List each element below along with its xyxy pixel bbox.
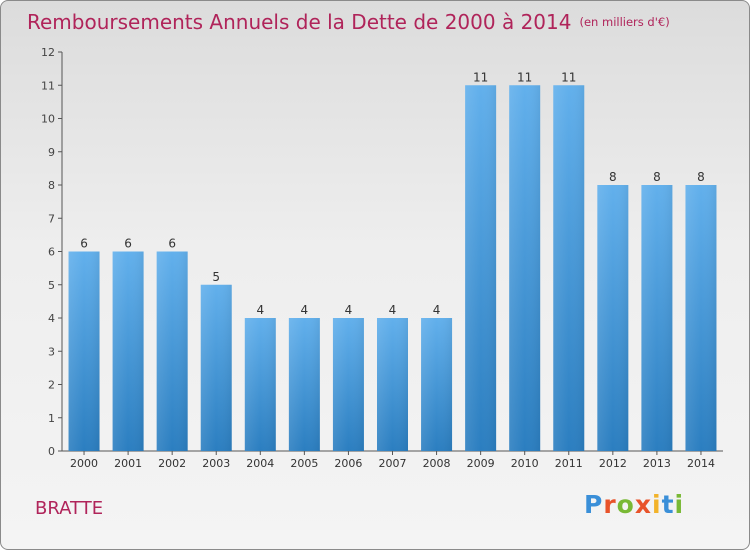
- x-tick-label: 2011: [555, 457, 583, 470]
- logo-letter: r: [603, 490, 617, 519]
- y-tick-label: 11: [41, 79, 55, 92]
- bar-shine: [509, 85, 541, 451]
- logo-letter: P: [584, 490, 604, 519]
- data-label: 4: [345, 303, 353, 317]
- x-tick-label: 2003: [202, 457, 230, 470]
- bar-shine: [597, 185, 629, 451]
- bar-shine: [68, 251, 100, 451]
- data-label: 4: [433, 303, 441, 317]
- bar-shine: [332, 318, 364, 451]
- logo-letter: t: [661, 490, 675, 519]
- x-tick-label: 2002: [158, 457, 186, 470]
- bar-shine: [288, 318, 320, 451]
- x-tick-label: 2004: [246, 457, 274, 470]
- data-label: 6: [124, 237, 132, 251]
- y-tick-label: 0: [48, 445, 55, 458]
- y-tick-label: 6: [48, 246, 55, 259]
- bar-shine: [641, 185, 673, 451]
- data-label: 6: [80, 237, 88, 251]
- bar-shine: [156, 251, 188, 451]
- x-tick-label: 2014: [687, 457, 715, 470]
- x-tick-label: 2008: [423, 457, 451, 470]
- y-tick-label: 3: [48, 345, 55, 358]
- x-tick-label: 2001: [114, 457, 142, 470]
- bars: [68, 85, 717, 451]
- logo-letter: i: [652, 490, 662, 519]
- data-label: 8: [609, 170, 617, 184]
- chart-unit: (en milliers d'€): [579, 15, 670, 29]
- x-tick-label: 2012: [599, 457, 627, 470]
- y-tick-label: 4: [48, 312, 55, 325]
- data-label: 6: [168, 237, 176, 251]
- logo-letter: i: [674, 490, 685, 519]
- data-label: 11: [517, 70, 532, 84]
- data-label: 11: [473, 70, 488, 84]
- y-tick-label: 7: [48, 212, 55, 225]
- x-tick-label: 2007: [379, 457, 407, 470]
- y-tick-label: 5: [48, 279, 55, 292]
- city-name: BRATTE: [35, 498, 104, 519]
- data-label: 4: [256, 303, 264, 317]
- data-labels: 6 6 6 5 4 4 4 4 4 11 11 11 8 8 8: [80, 70, 705, 317]
- bar-shine: [377, 318, 408, 451]
- bar-shine: [200, 284, 232, 451]
- y-tick-label: 1: [48, 412, 55, 425]
- data-label: 8: [653, 170, 661, 184]
- chart-title-text: Remboursements Annuels de la Dette de 20…: [27, 10, 572, 34]
- data-label: 11: [561, 70, 576, 84]
- logo-letter: x: [634, 490, 652, 519]
- y-tick-label: 10: [41, 113, 55, 126]
- data-label: 8: [697, 170, 705, 184]
- bar-shine: [465, 85, 497, 451]
- x-tick-label: 2010: [511, 457, 539, 470]
- data-label: 5: [212, 270, 220, 284]
- bar-shine: [685, 185, 717, 451]
- x-tick-label: 2000: [70, 457, 98, 470]
- x-tick-label: 2013: [643, 457, 671, 470]
- data-label: 4: [301, 303, 309, 317]
- y-tick-label: 2: [48, 379, 55, 392]
- data-label: 4: [389, 303, 397, 317]
- proxiti-logo[interactable]: Proxiti: [584, 490, 684, 519]
- y-tick-label: 9: [48, 146, 55, 159]
- bar-shine: [112, 251, 144, 451]
- y-tick-label: 12: [41, 46, 55, 59]
- x-tick-label: 2009: [467, 457, 495, 470]
- bar-shine: [244, 318, 276, 451]
- x-tick-label: 2006: [334, 457, 362, 470]
- y-tick-label: 8: [48, 179, 55, 192]
- logo-letter: o: [616, 490, 635, 519]
- bar-shine: [421, 318, 453, 451]
- chart-title: Remboursements Annuels de la Dette de 20…: [27, 10, 670, 34]
- x-tick-label: 2005: [290, 457, 318, 470]
- bar-shine: [553, 85, 585, 451]
